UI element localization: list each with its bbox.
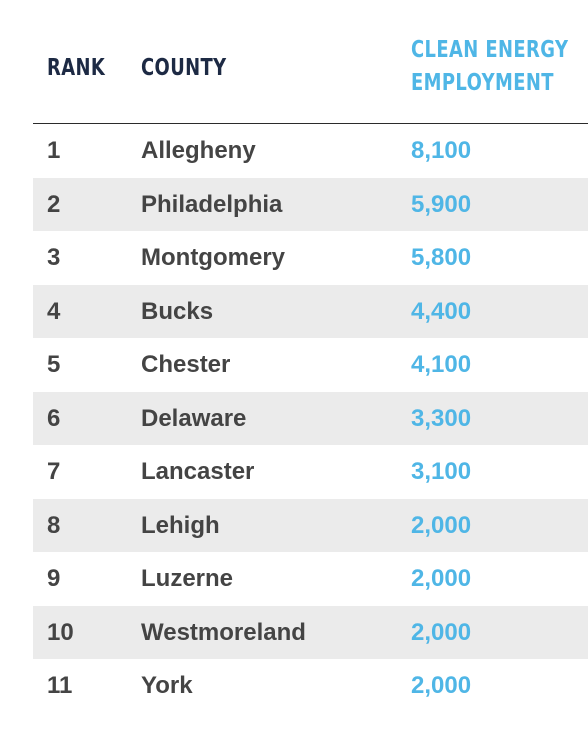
table-row: 2 Philadelphia 5,900: [33, 177, 588, 231]
rank-cell: 9: [47, 565, 61, 592]
rank-cell: 2: [47, 190, 61, 218]
rank-cell: 1: [47, 137, 61, 164]
employment-cell: 3,100: [411, 458, 472, 485]
rank-column-header: RANK: [47, 55, 106, 81]
table-row: 11 York 2,000: [33, 659, 588, 713]
county-column-header: COUNTY: [141, 55, 227, 81]
county-cell: Chester: [141, 351, 231, 378]
table-row: 10 Westmoreland 2,000: [33, 605, 588, 659]
rank-cell: 5: [47, 351, 61, 378]
employment-column-header: CLEAN ENERGY EMPLOYMENT: [411, 34, 568, 100]
rank-cell: 11: [47, 672, 73, 699]
county-cell: Delaware: [141, 404, 247, 432]
rank-cell: 7: [47, 458, 61, 485]
county-cell: Lehigh: [141, 511, 220, 539]
table-row: 5 Chester 4,100: [33, 338, 588, 392]
county-cell: Bucks: [141, 297, 214, 325]
rank-cell: 3: [47, 244, 61, 271]
county-cell: Westmoreland: [141, 618, 306, 646]
employment-cell: 8,100: [411, 137, 472, 164]
employment-cell: 4,400: [411, 297, 472, 325]
rank-cell: 6: [47, 404, 61, 432]
employment-cell: 5,900: [411, 190, 472, 218]
table-row: 8 Lehigh 2,000: [33, 498, 588, 552]
county-cell: Luzerne: [141, 565, 234, 592]
table-row: 7 Lancaster 3,100: [33, 445, 588, 499]
county-cell: York: [141, 672, 193, 699]
table-row: 1 Allegheny 8,100: [33, 124, 588, 178]
table-body: 1 Allegheny 8,100 2 Philadelphia 5,900 3 Montgo…: [33, 124, 588, 713]
table-row: 3 Montgomery 5,800: [33, 231, 588, 285]
rank-cell: 8: [47, 511, 61, 539]
county-cell: Montgomery: [141, 244, 285, 271]
table-header: RANK COUNTY CLEAN ENERGY EMPLOYMENT: [33, 0, 588, 124]
county-cell: Allegheny: [141, 137, 256, 164]
employment-cell: 2,000: [411, 565, 472, 592]
rank-cell: 4: [47, 297, 61, 325]
rank-cell: 10: [47, 618, 74, 646]
employment-cell: 2,000: [411, 672, 472, 699]
employment-header-line1: CLEAN ENERGY: [411, 37, 569, 63]
table-row: 4 Bucks 4,400: [33, 284, 588, 338]
employment-cell: 2,000: [411, 618, 472, 646]
employment-table: RANK COUNTY CLEAN ENERGY EMPLOYMENT 1 All…: [33, 0, 588, 713]
county-cell: Philadelphia: [141, 190, 283, 218]
table-row: 9 Luzerne 2,000: [33, 552, 588, 606]
employment-cell: 4,100: [411, 351, 472, 378]
employment-header-line2: EMPLOYMENT: [411, 70, 554, 96]
table-row: 6 Delaware 3,300: [33, 391, 588, 445]
employment-cell: 2,000: [411, 511, 472, 539]
employment-cell: 3,300: [411, 404, 472, 432]
employment-cell: 5,800: [411, 244, 472, 271]
county-cell: Lancaster: [141, 458, 255, 485]
